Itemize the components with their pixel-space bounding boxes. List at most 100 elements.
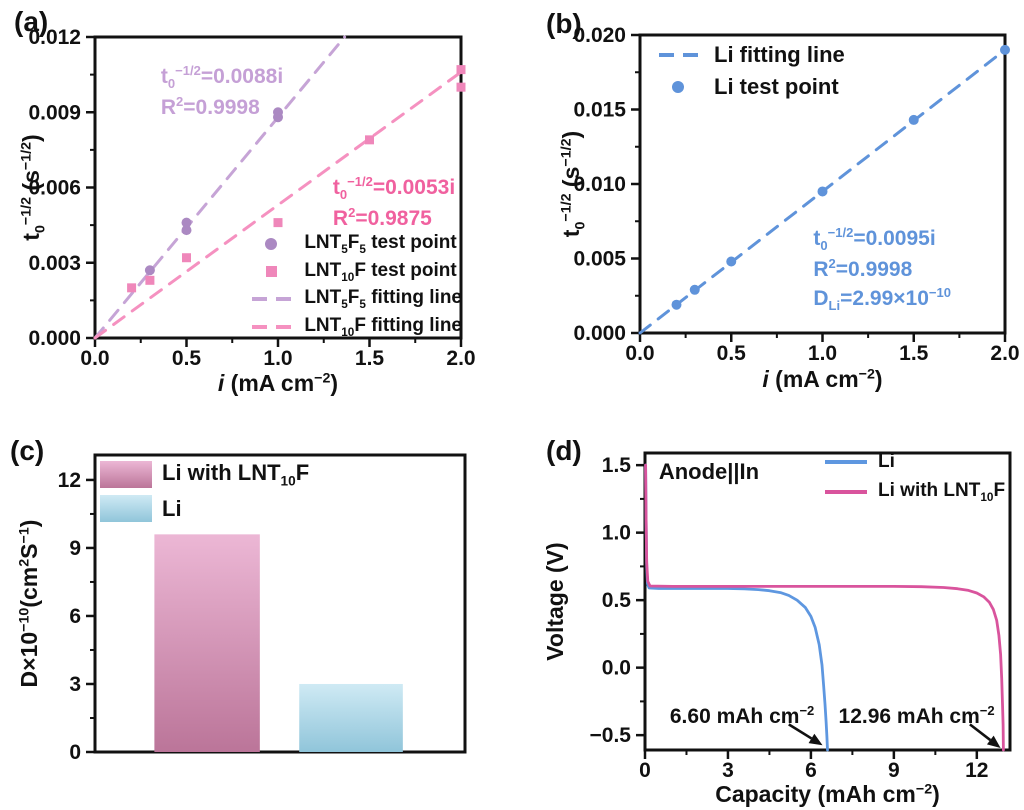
legend-entry: LNT10F fitting line xyxy=(248,315,462,339)
y-tick-label: 0.000 xyxy=(28,327,81,350)
panel-label-a: (a) xyxy=(14,6,49,37)
legend-entry: LNT5F5 fitting line xyxy=(248,287,462,311)
data-point xyxy=(181,217,192,228)
legend-entry: Li with LNT10F xyxy=(824,480,1005,504)
x-tick-label: 12 xyxy=(965,759,988,782)
y-tick-label: 6 xyxy=(69,605,81,628)
dot-marker-icon xyxy=(652,81,704,93)
legend-entry: Li test point xyxy=(652,74,845,100)
y-tick-label: 0.015 xyxy=(573,99,626,122)
x-tick-label: 0 xyxy=(639,759,651,782)
line-marker-icon xyxy=(824,460,868,464)
annotation: R2=0.9998 xyxy=(160,94,260,120)
annotation: 6.60 mAh cm−2 xyxy=(669,703,815,729)
panel-label-b: (b) xyxy=(546,8,582,39)
annotation: R2=0.9875 xyxy=(332,204,432,230)
panel-d: (d) 0 3 6 9 12 −0.5 0.0 0.5 1.0 1.5 Capacity (mAh… xyxy=(512,405,1024,810)
legend-c: Li with LNT10F Li xyxy=(100,460,309,523)
y-tick-label: 9 xyxy=(69,537,81,560)
x-axis-label-a: i (mA cm−2) xyxy=(217,370,339,396)
data-point xyxy=(689,284,700,295)
bar xyxy=(154,534,260,752)
arrow-head xyxy=(986,735,1001,748)
dashes-marker-icon xyxy=(248,297,294,302)
legend-label: LNT5F5 fitting line xyxy=(304,287,462,312)
y-tick-label: 1.0 xyxy=(602,522,631,545)
data-point xyxy=(273,107,283,118)
legend-label: Li with LNT10F xyxy=(878,480,1006,504)
data-point xyxy=(726,256,737,267)
data-point xyxy=(365,135,374,145)
x-tick-label: 1.5 xyxy=(899,342,929,365)
data-point xyxy=(181,225,192,236)
y-tick-label: 1.5 xyxy=(602,454,632,477)
dashes-marker-icon xyxy=(248,325,294,330)
legend-entry: LNT5F5 test point xyxy=(248,232,462,256)
y-tick-label: 0.000 xyxy=(573,322,626,345)
data-point xyxy=(671,299,682,310)
panel-a: (a) 0.0 0.5 1.0 1.5 2.0 0.000 0.003 0.006 0.009 0… xyxy=(0,0,512,405)
annotation: 12.96 mAh cm−2 xyxy=(838,703,995,729)
legend-label: Li fitting line xyxy=(714,42,845,67)
x-tick-label: 1.5 xyxy=(355,347,385,370)
y-tick-label: 0.006 xyxy=(28,177,81,200)
data-point xyxy=(127,283,137,293)
data-point xyxy=(456,82,466,92)
legend-entry: LNT10F test point xyxy=(248,259,462,284)
data-point xyxy=(273,218,283,228)
axis-box xyxy=(93,453,467,754)
x-tick-label: 0.0 xyxy=(80,347,109,370)
y-tick-label: 0.0 xyxy=(602,657,631,680)
data-point xyxy=(817,186,828,197)
y-tick-label: 3 xyxy=(69,673,81,696)
chart-canvas-b: 0.0 0.5 1.0 1.5 2.0 0.000 0.005 0.010 0.015 0.020 xyxy=(573,24,1019,365)
x-axis-label-b: i (mA cm−2) xyxy=(762,366,883,392)
annotation: DLi=2.99×10−10 xyxy=(813,284,951,313)
y-axis-label-d: Voltage (V) xyxy=(542,542,568,661)
y-tick-label: 0.5 xyxy=(602,589,632,612)
y-tick-label: 0.003 xyxy=(28,252,81,275)
swatch-marker-icon xyxy=(100,495,152,523)
x-tick-label: 0.5 xyxy=(172,347,202,370)
legend-label: Li test point xyxy=(714,74,839,99)
dot-marker-icon xyxy=(248,237,294,250)
series-line xyxy=(93,70,463,340)
y-tick-label: 0.009 xyxy=(28,101,81,124)
annotation: R2=0.9998 xyxy=(813,255,913,281)
y-axis-label-c: D×10−10(cm2S−1) xyxy=(16,519,42,688)
legend-label: LNT10F test point xyxy=(304,259,457,284)
panel-label-c: (c) xyxy=(10,435,45,466)
panel-label-d: (d) xyxy=(546,435,582,466)
dashes-marker-icon xyxy=(652,53,704,57)
arrow-shaft xyxy=(969,723,992,742)
y-tick-label: 0.020 xyxy=(573,24,626,47)
bar xyxy=(299,683,403,752)
annotation: t0−1/2=0.0095i xyxy=(813,225,936,254)
x-tick-label: 1.0 xyxy=(808,342,837,365)
legend-entry: Li xyxy=(100,495,309,523)
legend-entry: Li fitting line xyxy=(652,42,845,68)
y-tick-label: 0.005 xyxy=(573,248,626,271)
legend-entry: Li with LNT10F xyxy=(100,460,309,488)
annotation: Anode||In xyxy=(658,458,760,484)
panel-c: (c) 0 3 6 9 12 D×10−10(cm2S−1) Li with LNT10… xyxy=(0,405,512,810)
series-line xyxy=(644,463,1005,752)
series-line xyxy=(644,463,829,752)
x-tick-label: 6 xyxy=(805,759,817,782)
x-tick-label: 1.0 xyxy=(263,347,292,370)
data-point xyxy=(908,114,919,125)
legend-entry: Li xyxy=(824,451,1005,473)
chart-canvas-a: 0.0 0.5 1.0 1.5 2.0 0.000 0.003 0.006 0.009 0.012 xyxy=(28,26,475,370)
annotation: t0−1/2=0.0088i xyxy=(160,63,284,92)
legend-label: LNT10F fitting line xyxy=(304,315,462,339)
legend-label: Li xyxy=(162,495,182,521)
x-tick-label: 2.0 xyxy=(446,347,475,370)
square-marker-icon xyxy=(248,266,294,277)
y-axis-label-a: t0−1/2 (s−1/2) xyxy=(18,134,49,241)
legend-label: LNT5F5 test point xyxy=(304,231,457,256)
x-tick-label: 0.0 xyxy=(625,342,654,365)
series-line xyxy=(93,35,347,340)
chart-canvas-d: 0 3 6 9 12 −0.5 0.0 0.5 1.0 1.5 xyxy=(590,451,1012,782)
x-tick-label: 0.5 xyxy=(717,342,747,365)
arrow-shaft xyxy=(788,723,813,740)
